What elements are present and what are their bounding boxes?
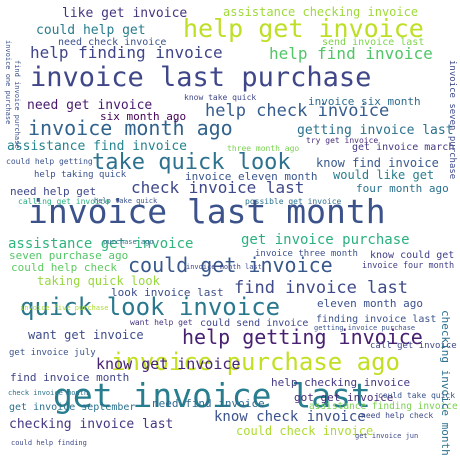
word-cloud-term: invoice last month (28, 192, 386, 231)
word-cloud-term: find invoice purchase (13, 60, 21, 149)
word-cloud-term: invoice month last (186, 263, 262, 271)
word-cloud-term: get invoice last (53, 376, 371, 415)
word-cloud-term: need help get (10, 185, 97, 198)
word-cloud-term: invoice eleven month (185, 170, 318, 183)
word-cloud-term: assistance finding invoice (309, 401, 458, 412)
word-cloud-term: would like get (333, 168, 435, 182)
word-cloud-term: three month ago (227, 144, 300, 153)
word-cloud-term: purchase ago (103, 238, 154, 246)
word-cloud-term: seven purchase ago (9, 249, 129, 262)
word-cloud-term: need check invoice (58, 37, 167, 48)
word-cloud-term: check invoice month (8, 389, 89, 397)
word-cloud-term: help find invoice (269, 44, 433, 63)
word-cloud-term: want get invoice (28, 328, 144, 342)
word-cloud-term: invoice three month (255, 249, 358, 259)
word-cloud-term: find invoice month (10, 371, 130, 384)
word-cloud-term: assistance checking invoice (223, 5, 419, 19)
word-cloud-term: get invoice jun (355, 432, 419, 440)
word-cloud-term: send invoice last (322, 37, 425, 48)
word-cloud-term: help finding invoice (30, 43, 223, 62)
word-cloud-term: help checking invoice (271, 376, 411, 389)
word-cloud-term: look invoice last (111, 286, 224, 299)
word-cloud-term: possible get invoice (245, 197, 342, 206)
word-cloud-term: calling get invoice (18, 197, 110, 206)
word-cloud-term: taking quick look (37, 274, 160, 288)
word-cloud-term: checking invoice last (9, 417, 174, 432)
word-cloud-term: need find invoice (152, 397, 265, 410)
word-cloud-term: get invoice september (9, 402, 136, 413)
word-cloud-term: invoice five purchase (20, 304, 109, 312)
word-cloud-term: invoice one purchase (4, 40, 12, 125)
word-cloud-term: could take quick (378, 391, 456, 400)
word-cloud-term: four month ago (356, 182, 449, 195)
word-cloud-term: want help get (130, 318, 193, 327)
word-cloud-term: know take quick (184, 93, 257, 102)
word-cloud-term: get invoice march (352, 142, 455, 153)
word-cloud-term: getting invoice purchase (314, 324, 416, 332)
word-cloud-term: need get invoice (27, 98, 153, 113)
word-cloud-term: help take quick (94, 197, 158, 205)
word-cloud-term: invoice last purchase (30, 62, 372, 93)
word-cloud-term: find invoice last (234, 278, 408, 298)
word-cloud-term: get invoice purchase (241, 232, 410, 248)
word-cloud-term: getting invoice last (297, 123, 454, 138)
word-cloud-term: could get invoice (128, 253, 333, 277)
word-cloud-term: help check invoice (205, 101, 390, 121)
word-cloud-term: try get invoice (306, 136, 379, 145)
word-cloud-term: know get invoice (96, 355, 241, 373)
word-cloud-term: could help get (36, 23, 146, 38)
word-cloud-term: know find invoice (316, 156, 439, 170)
word-cloud-term: got get invoice (294, 391, 394, 404)
word-cloud-term: could send invoice (200, 318, 309, 329)
word-cloud-term: quick look invoice (20, 293, 281, 321)
word-cloud-term: six month ago (100, 110, 187, 123)
word-cloud-term: could help check (11, 261, 117, 274)
word-cloud-term: invoice four month (362, 261, 455, 271)
word-cloud-term: finding invoice last (316, 314, 437, 325)
word-cloud-term: invoice month ago (28, 116, 233, 140)
word-cloud-term: assistance find invoice (7, 139, 188, 154)
word-cloud-term: help taking quick (34, 170, 127, 180)
word-cloud-term: could check invoice (236, 424, 374, 438)
word-cloud-term: get invoice july (9, 348, 96, 358)
word-cloud-term: invoice seven purchase (447, 60, 457, 180)
word-cloud-term: take quick look (92, 150, 291, 175)
word-cloud-term: like get invoice (62, 6, 188, 21)
word-cloud-term: check invoice last (131, 178, 305, 197)
word-cloud-term: know could get (370, 250, 455, 261)
word-cloud-term: assistance get invoice (8, 236, 194, 252)
word-cloud-term: help getting invoice (182, 325, 423, 349)
word-cloud-term: know check invoice (214, 409, 366, 425)
word-cloud-term: call get invoice (370, 341, 457, 351)
word-cloud-term: eleven month ago (317, 297, 423, 310)
word-cloud-term: need help check (361, 411, 434, 420)
word-cloud-term: help get invoice (183, 14, 424, 43)
word-cloud-term: could help finding (11, 439, 87, 447)
word-cloud-term: checking invoice month (439, 310, 452, 456)
word-cloud-term: invoice purchase ago (111, 348, 400, 376)
word-cloud-term: invoice six month (308, 95, 421, 108)
word-cloud-term: could help getting (6, 157, 93, 166)
